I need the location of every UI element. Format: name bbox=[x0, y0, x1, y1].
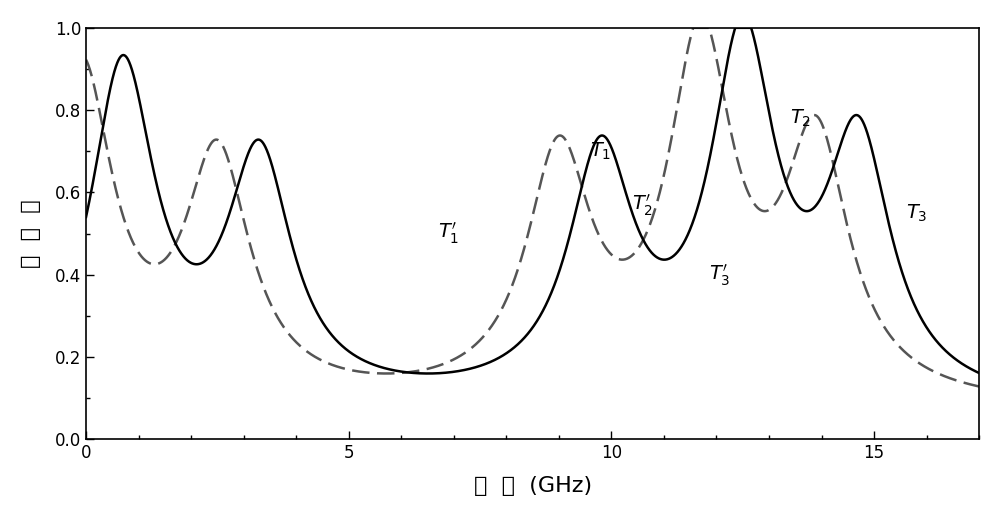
Text: $T_2'$: $T_2'$ bbox=[632, 192, 654, 218]
Text: $T_1'$: $T_1'$ bbox=[438, 221, 459, 247]
Text: $T_1$: $T_1$ bbox=[590, 141, 612, 162]
Y-axis label: 透  过  率: 透 过 率 bbox=[21, 200, 41, 268]
Text: $T_2$: $T_2$ bbox=[790, 108, 811, 129]
X-axis label: 频  率  (GHz): 频 率 (GHz) bbox=[474, 476, 592, 496]
Text: $T_3'$: $T_3'$ bbox=[709, 262, 730, 287]
Text: $T_3$: $T_3$ bbox=[906, 202, 927, 224]
